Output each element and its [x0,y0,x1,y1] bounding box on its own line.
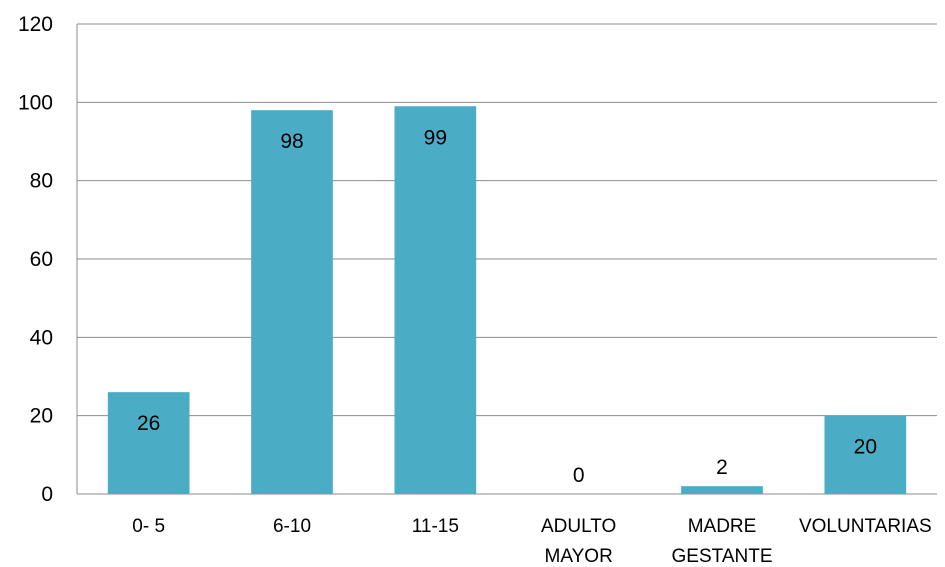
data-label: 0 [573,464,585,487]
data-label: 26 [137,412,160,435]
data-label: 2 [716,456,728,479]
data-label: 98 [280,130,303,153]
data-label: 99 [424,126,447,149]
x-tick-label: ADULTO [541,516,616,537]
y-tick-label: 80 [30,170,53,193]
bar [394,106,477,494]
x-tick-label: 6-10 [273,516,311,537]
y-tick-labels: 0 20 40 60 80 100 120 [18,13,53,506]
y-tick-label: 0 [41,483,53,506]
x-tick-labels: 0- 5 6-10 11-15 ADULTO MAYOR MADRE GESTANTE VOL… [132,516,931,567]
x-tick-label: 0- 5 [132,516,165,537]
axes [76,24,937,495]
y-tick-label: 120 [18,13,53,36]
x-tick-label: MADRE [688,516,757,537]
bar [681,486,763,494]
y-tick-label: 60 [30,248,53,271]
x-tick-label: 11-15 [412,516,459,537]
x-tick-label: GESTANTE [672,546,773,567]
y-tick-label: 40 [30,326,53,349]
data-labels: 26 98 99 0 2 20 [137,126,877,487]
y-tick-label: 20 [30,405,53,428]
gridlines [77,23,937,417]
bar [107,392,190,494]
bar [251,110,333,495]
bars [107,106,907,495]
x-tick-label: VOLUNTARIAS [799,516,932,537]
y-tick-label: 100 [18,91,53,114]
x-tick-label: MAYOR [545,546,613,567]
data-label: 20 [854,436,877,459]
bar [824,415,907,494]
